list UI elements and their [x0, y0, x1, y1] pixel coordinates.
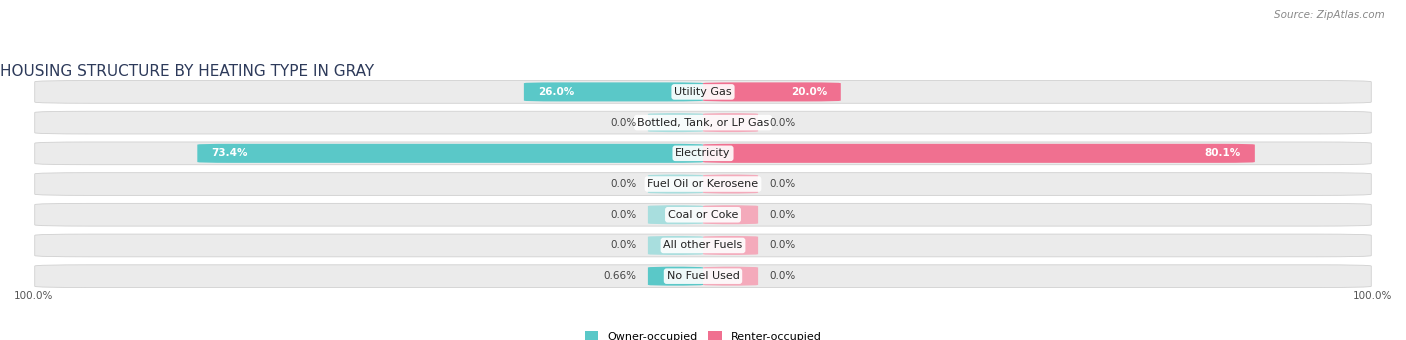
Text: Fuel Oil or Kerosene: Fuel Oil or Kerosene: [647, 179, 759, 189]
FancyBboxPatch shape: [35, 81, 1371, 103]
FancyBboxPatch shape: [648, 205, 703, 224]
Text: 0.0%: 0.0%: [610, 118, 637, 128]
Text: All other Fuels: All other Fuels: [664, 240, 742, 251]
FancyBboxPatch shape: [703, 113, 758, 132]
FancyBboxPatch shape: [648, 113, 703, 132]
Text: 0.0%: 0.0%: [769, 271, 796, 281]
FancyBboxPatch shape: [648, 174, 703, 193]
Text: Electricity: Electricity: [675, 148, 731, 158]
FancyBboxPatch shape: [703, 82, 841, 101]
Text: 0.0%: 0.0%: [610, 240, 637, 251]
Text: 0.0%: 0.0%: [769, 240, 796, 251]
Text: 0.0%: 0.0%: [769, 179, 796, 189]
Text: 0.0%: 0.0%: [610, 179, 637, 189]
Text: 26.0%: 26.0%: [537, 87, 574, 97]
Text: No Fuel Used: No Fuel Used: [666, 271, 740, 281]
Text: 100.0%: 100.0%: [1353, 291, 1392, 301]
FancyBboxPatch shape: [197, 144, 703, 163]
FancyBboxPatch shape: [35, 265, 1371, 288]
FancyBboxPatch shape: [648, 267, 703, 286]
FancyBboxPatch shape: [703, 267, 758, 286]
Text: 0.0%: 0.0%: [610, 210, 637, 220]
Text: 20.0%: 20.0%: [790, 87, 827, 97]
Text: 100.0%: 100.0%: [14, 291, 53, 301]
Text: 0.0%: 0.0%: [769, 210, 796, 220]
FancyBboxPatch shape: [35, 203, 1371, 226]
Text: 73.4%: 73.4%: [211, 148, 247, 158]
FancyBboxPatch shape: [35, 142, 1371, 165]
FancyBboxPatch shape: [35, 111, 1371, 134]
FancyBboxPatch shape: [35, 173, 1371, 195]
Text: Bottled, Tank, or LP Gas: Bottled, Tank, or LP Gas: [637, 118, 769, 128]
Legend: Owner-occupied, Renter-occupied: Owner-occupied, Renter-occupied: [581, 327, 825, 340]
Text: Coal or Coke: Coal or Coke: [668, 210, 738, 220]
Text: Utility Gas: Utility Gas: [675, 87, 731, 97]
FancyBboxPatch shape: [703, 174, 758, 193]
FancyBboxPatch shape: [524, 82, 703, 101]
FancyBboxPatch shape: [703, 205, 758, 224]
FancyBboxPatch shape: [648, 236, 703, 255]
Text: 80.1%: 80.1%: [1205, 148, 1241, 158]
Text: HOUSING STRUCTURE BY HEATING TYPE IN GRAY: HOUSING STRUCTURE BY HEATING TYPE IN GRA…: [0, 64, 374, 79]
FancyBboxPatch shape: [35, 234, 1371, 257]
Text: 0.66%: 0.66%: [603, 271, 637, 281]
Text: 0.0%: 0.0%: [769, 118, 796, 128]
Text: Source: ZipAtlas.com: Source: ZipAtlas.com: [1274, 10, 1385, 20]
FancyBboxPatch shape: [703, 144, 1254, 163]
FancyBboxPatch shape: [703, 236, 758, 255]
